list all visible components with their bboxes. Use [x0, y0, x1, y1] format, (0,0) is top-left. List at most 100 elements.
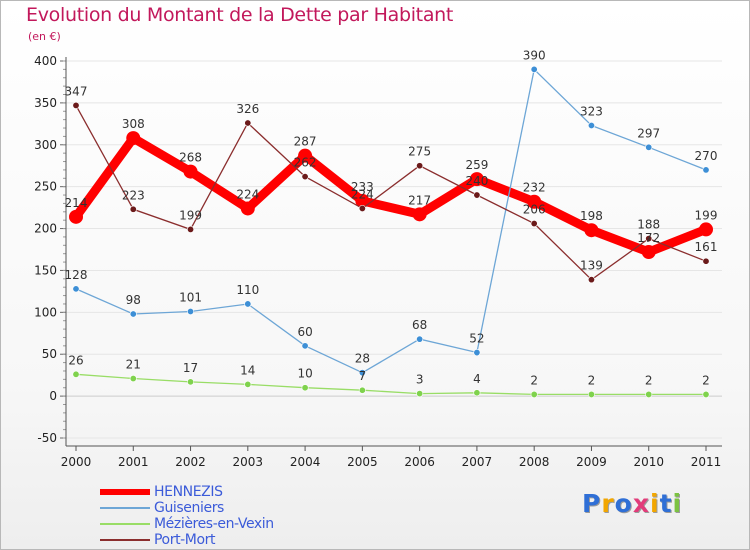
- logo-letter: P: [582, 489, 602, 518]
- data-point-2: [587, 390, 595, 398]
- data-point-hennezis: [527, 194, 542, 209]
- data-label-0: 172: [637, 231, 660, 245]
- data-label-2: 17: [183, 361, 198, 375]
- data-label-0: 198: [580, 209, 603, 223]
- data-label-1: 270: [695, 149, 718, 163]
- logo-letter: t: [659, 489, 673, 518]
- data-point-1: [530, 65, 538, 73]
- data-label-2: 2: [530, 373, 538, 387]
- data-label-0: 217: [408, 193, 431, 207]
- data-point-2: [530, 390, 538, 398]
- data-label-2: 7: [359, 369, 367, 383]
- y-tick-label: 200: [34, 222, 57, 236]
- legend-item-hennezis[interactable]: HENNEZIS: [100, 484, 360, 500]
- chart-subtitle: (en €): [28, 30, 61, 43]
- y-tick-label: 400: [34, 54, 57, 68]
- data-point-2: [358, 386, 366, 394]
- x-tick-label: 2000: [61, 455, 92, 469]
- data-label-2: 10: [297, 367, 312, 381]
- data-label-0: 224: [236, 187, 259, 201]
- series-line-1: [75, 68, 707, 374]
- data-point-3: [702, 257, 710, 265]
- data-point-hennezis: [412, 207, 427, 222]
- data-point-3: [129, 205, 137, 213]
- x-tick-label: 2010: [633, 455, 664, 469]
- data-label-0: 214: [65, 196, 88, 210]
- data-label-3: 199: [179, 208, 202, 222]
- y-tick-label: -50: [37, 431, 57, 445]
- data-label-1: 323: [580, 105, 603, 119]
- data-point-3: [301, 173, 309, 181]
- data-label-3: 161: [695, 240, 718, 254]
- data-label-0: 287: [294, 135, 317, 149]
- x-tick-label: 2007: [462, 455, 493, 469]
- data-point-2: [702, 390, 710, 398]
- logo-letter: o: [614, 489, 633, 518]
- data-label-2: 21: [126, 358, 141, 372]
- data-label-0: 268: [179, 151, 202, 165]
- data-point-1: [72, 285, 80, 293]
- data-label-3: 188: [637, 218, 660, 232]
- proxiti-logo: Proxiti: [582, 489, 682, 518]
- data-label-1: 128: [65, 268, 88, 282]
- data-label-2: 14: [240, 363, 255, 377]
- data-label-3: 240: [465, 174, 488, 188]
- data-label-2: 2: [702, 373, 710, 387]
- legend-swatch: [100, 539, 150, 541]
- data-point-2: [187, 378, 195, 386]
- legend-label: HENNEZIS: [154, 484, 223, 500]
- data-point-hennezis: [126, 131, 141, 146]
- logo-letter: r: [601, 489, 615, 518]
- data-point-3: [244, 119, 252, 127]
- legend-swatch: [100, 489, 150, 495]
- y-tick-label: 300: [34, 138, 57, 152]
- data-label-3: 326: [236, 102, 259, 116]
- data-point-1: [301, 342, 309, 350]
- data-label-2: 2: [645, 373, 653, 387]
- data-label-1: 110: [236, 283, 259, 297]
- legend-item-mezieres-en-vexin[interactable]: Mézières-en-Vexin: [100, 516, 360, 532]
- data-label-1: 98: [126, 293, 141, 307]
- data-label-3: 139: [580, 259, 603, 273]
- legend-swatch: [100, 523, 150, 525]
- data-point-1: [244, 300, 252, 308]
- data-point-hennezis: [355, 193, 370, 208]
- data-label-3: 275: [408, 145, 431, 159]
- data-label-1: 60: [297, 325, 312, 339]
- data-point-1: [473, 349, 481, 357]
- y-tick-label: 50: [42, 347, 57, 361]
- y-tick-label: 150: [34, 263, 57, 277]
- data-point-1: [645, 143, 653, 151]
- y-tick-label: 100: [34, 305, 57, 319]
- data-point-hennezis: [240, 201, 255, 216]
- data-point-1: [358, 369, 366, 377]
- x-tick-label: 2006: [404, 455, 435, 469]
- legend-item-port-mort[interactable]: Port-Mort: [100, 532, 360, 548]
- legend-item-guiseniers[interactable]: Guiseniers: [100, 500, 360, 516]
- data-point-hennezis: [584, 223, 599, 238]
- data-label-1: 68: [412, 318, 427, 332]
- data-point-3: [530, 220, 538, 228]
- data-point-2: [416, 390, 424, 398]
- legend-label: Guiseniers: [154, 500, 224, 516]
- legend-swatch: [100, 507, 150, 509]
- data-label-0: 259: [465, 158, 488, 172]
- series-line-2: [75, 373, 706, 396]
- x-tick-label: 2001: [118, 455, 149, 469]
- data-point-hennezis: [641, 245, 656, 260]
- data-point-3: [416, 162, 424, 170]
- x-tick-label: 2004: [290, 455, 321, 469]
- data-label-1: 101: [179, 290, 202, 304]
- data-point-hennezis: [183, 164, 198, 179]
- series-line-3: [75, 105, 707, 281]
- y-tick-label: 0: [49, 389, 57, 403]
- data-point-2: [473, 389, 481, 397]
- y-tick-label: 250: [34, 180, 57, 194]
- data-point-hennezis: [469, 172, 484, 187]
- legend: HENNEZIS Guiseniers Mézières-en-Vexin Po…: [100, 484, 360, 548]
- series-line-hennezis: [71, 133, 711, 257]
- data-point-3: [72, 101, 80, 109]
- data-label-0: 232: [523, 181, 546, 195]
